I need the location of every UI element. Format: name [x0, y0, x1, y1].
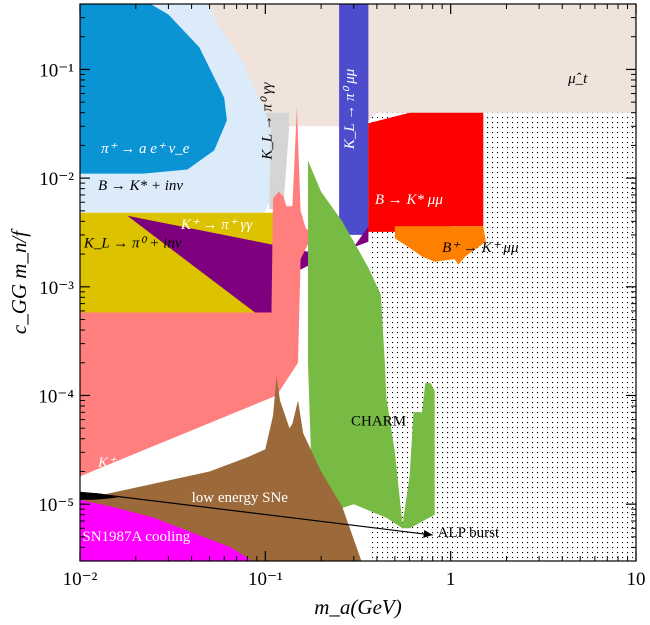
y-axis-label: c_GG m_n/f: [7, 228, 31, 334]
x-tick-label: 1: [446, 569, 456, 590]
annotation-label: B → K* + inv: [98, 178, 183, 194]
region-pink-bound: [80, 107, 313, 477]
y-tick-label: 10⁻¹: [39, 60, 74, 81]
annotation-label: SN1987A cooling: [82, 529, 190, 545]
region-sn1987a-cooling: [80, 499, 253, 561]
region-kplus-pi-gamgam: [127, 215, 369, 325]
y-tick-label: 10⁻³: [39, 278, 74, 299]
annotation-label: K⁺ → π⁺ γγ: [180, 217, 254, 233]
region-charm: [308, 160, 435, 529]
annotation-label: K_L → π⁰ γγ: [260, 81, 276, 160]
y-tick-label: 10⁻²: [39, 169, 74, 190]
annotation-label: K⁺ → π⁺ + inv: [97, 455, 190, 471]
region-low-energy-sne: [80, 376, 362, 561]
region-bplus-to-kstar-mumu: [394, 226, 486, 265]
region-kplus-pi-inv: [80, 491, 118, 500]
region-kl-pi0-gamgam: [265, 112, 289, 209]
region-b-to-kstar-mumu-red: [368, 112, 484, 232]
annotation-label: B⁺ → K⁺ μμ: [442, 240, 519, 256]
region-pi-to-a-e-nu: [80, 4, 227, 174]
annotation-label: ALP burst: [438, 525, 500, 541]
x-tick-label: 10⁻¹: [248, 569, 283, 590]
alp-burst-arrowhead: [423, 529, 433, 538]
y-tick-label: 10⁻⁵: [38, 495, 74, 516]
annotation-label: low energy SNe: [192, 490, 289, 506]
annotation-label: K_L → π⁰ μμ: [342, 68, 358, 150]
x-tick-label: 10: [627, 569, 646, 590]
annotation-label: μ̂_t: [567, 71, 588, 87]
region-kl-pi0-mumu: [339, 4, 369, 235]
annotation-label: CHARM: [351, 413, 406, 429]
x-axis-label: m_a(GeV): [314, 595, 401, 619]
plot-frame: [79, 3, 637, 562]
annotation-label: B → K* μμ: [375, 192, 443, 208]
annotation-label: π⁺ → a e⁺ ν_e: [101, 141, 190, 157]
annotation-label: K_L → π⁰ + inv: [83, 235, 182, 251]
region-hat-mu-t: [209, 4, 636, 130]
x-tick-label: 10⁻²: [63, 569, 98, 590]
y-tick-label: 10⁻⁴: [38, 386, 74, 407]
alp-burst-arrow: [94, 493, 433, 536]
